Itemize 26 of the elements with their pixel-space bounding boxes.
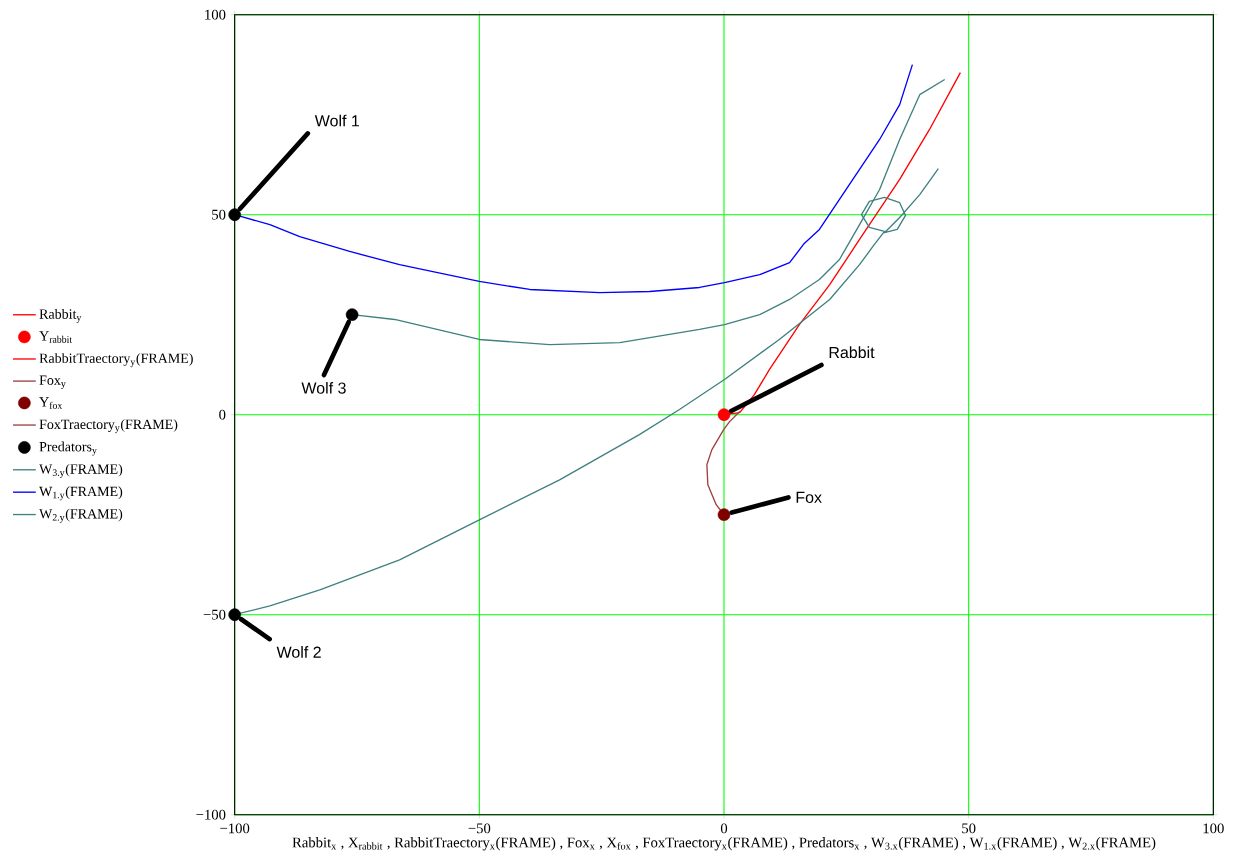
x-tick-label: 100 [1203,823,1224,834]
legend-label: W$_{3.y}$(FRAME) [39,463,123,478]
y-tick-label: 0 [219,409,226,420]
x-tick-label: −100 [220,823,250,834]
annotation: Rabbit [829,346,875,359]
legend-label: Y$_{rabbit}$ [39,331,73,343]
legend-label: Rabbit$_{y}$ [39,308,82,323]
annotation: Wolf 2 [276,646,321,658]
x-tick-label: 50 [962,823,976,834]
legend-label: W$_{1.y}$(FRAME) [39,486,123,501]
text: Rabbit$_{x}$ , X$_{rabbit}$ , RabbitTraectory$_{x}$(FRAME) , Fox$_{x}$ , X$_{fox}$ , FoxTraectory$_{x}$(FRAME) , Predators$_{x}$ , W$_{3.x}$(FRAME) , W$_{1.x}$(FRAME) , W$_{2.x}$(FRAME) [292,837,1156,851]
y-tick-label: −50 [203,609,226,620]
annotation: Fox [796,491,822,503]
annotation: Wolf 1 [314,114,360,127]
y-tick-label: −100 [196,809,226,820]
legend-label: RabbitTraectory$_{y}$(FRAME) [39,353,193,368]
legend-label: W$_{2.y}$(FRAME) [39,508,123,523]
annotation: Wolf 3 [301,382,346,394]
legend-label: FoxTraectory$_{y}$(FRAME) [39,419,178,434]
legend-label: Predators$_{y}$ [39,441,97,456]
y-tick-label: 100 [205,9,226,20]
x-tick-label: −50 [468,823,491,834]
y-tick-label: 50 [212,209,226,220]
legend-label: Fox$_{y}$ [39,375,66,389]
legend-label: Y$_{fox}$ [39,397,63,409]
x-tick-label: 0 [720,823,728,834]
